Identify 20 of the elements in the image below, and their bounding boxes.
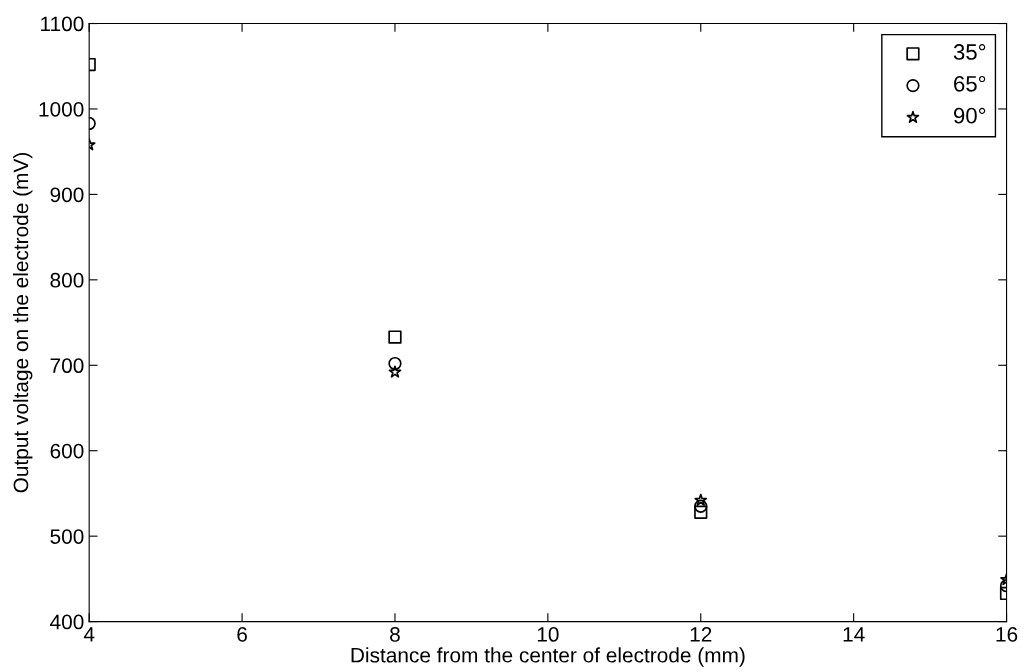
y-tick-label: 400 — [50, 614, 84, 630]
y-tick-label: 1100 — [41, 16, 84, 32]
x-tick-label: 12 — [690, 627, 712, 642]
x-tick-label: 14 — [843, 627, 865, 642]
y-tick-label: 1000 — [39, 101, 84, 117]
y-axis-title: Output voltage on the electrode (mV) — [13, 153, 33, 493]
x-tick-label: 10 — [537, 627, 559, 642]
legend-label: 90° — [953, 107, 986, 124]
x-axis-title: Distance from the center of electrode (mm) — [351, 647, 745, 667]
x-tick-label: 8 — [390, 627, 400, 642]
x-tick-label: 6 — [237, 627, 247, 642]
x-tick-label: 16 — [996, 627, 1018, 642]
y-tick-label: 900 — [50, 187, 84, 203]
y-tick-label: 500 — [50, 529, 84, 544]
legend-label: 65° — [954, 75, 986, 92]
x-tick-label: 4 — [83, 627, 95, 642]
legend-label: 35° — [953, 44, 986, 60]
y-tick-label: 700 — [50, 358, 84, 374]
y-tick-label: 800 — [50, 272, 84, 288]
y-tick-label: 600 — [50, 443, 84, 459]
